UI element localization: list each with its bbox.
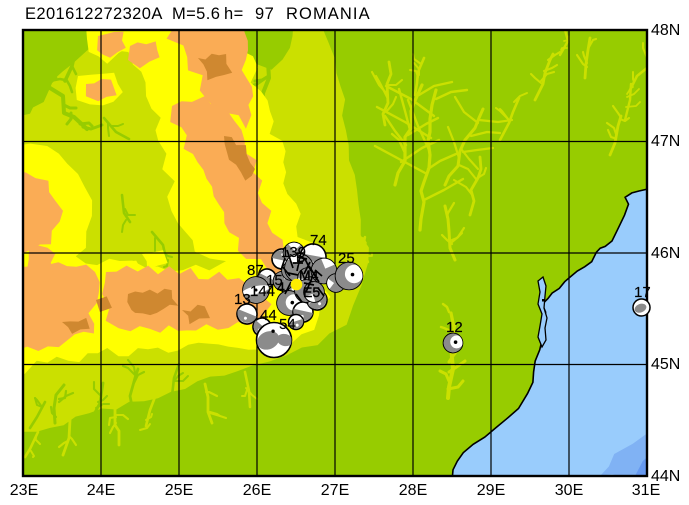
svg-text:23E: 23E <box>10 482 38 499</box>
svg-text:M4: M4 <box>299 267 319 283</box>
svg-text:12: 12 <box>446 319 463 336</box>
svg-text:54: 54 <box>279 316 296 333</box>
svg-text:74: 74 <box>310 232 327 249</box>
svg-text:44: 44 <box>260 307 277 324</box>
svg-text:25: 25 <box>338 250 355 267</box>
svg-text:E201612272320A: E201612272320A <box>25 5 163 23</box>
svg-text:ROMANIA: ROMANIA <box>286 5 371 23</box>
svg-text:47N: 47N <box>651 133 680 150</box>
svg-text:26E: 26E <box>243 482 271 499</box>
svg-text:29E: 29E <box>477 482 505 499</box>
svg-text:h=: h= <box>224 5 244 23</box>
svg-text:31E: 31E <box>632 482 660 499</box>
svg-text:30E: 30E <box>555 482 583 499</box>
svg-text:48N: 48N <box>651 22 680 39</box>
svg-text:44N: 44N <box>651 468 680 485</box>
svg-text:24E: 24E <box>87 482 115 499</box>
svg-text:46N: 46N <box>651 245 680 262</box>
svg-text:27E: 27E <box>321 482 349 499</box>
svg-text:144: 144 <box>250 283 275 300</box>
svg-text:15: 15 <box>266 272 283 289</box>
svg-text:87: 87 <box>247 262 264 279</box>
svg-text:28E: 28E <box>399 482 427 499</box>
svg-text:97: 97 <box>255 5 274 23</box>
svg-text:139: 139 <box>281 244 306 261</box>
svg-text:25E: 25E <box>165 482 193 499</box>
svg-text:4: 4 <box>277 279 285 295</box>
svg-text:17: 17 <box>634 284 651 301</box>
svg-text:45N: 45N <box>651 356 680 373</box>
svg-text:E5: E5 <box>303 284 320 300</box>
svg-text:13: 13 <box>234 291 251 308</box>
svg-text:M=5.6: M=5.6 <box>172 5 220 23</box>
